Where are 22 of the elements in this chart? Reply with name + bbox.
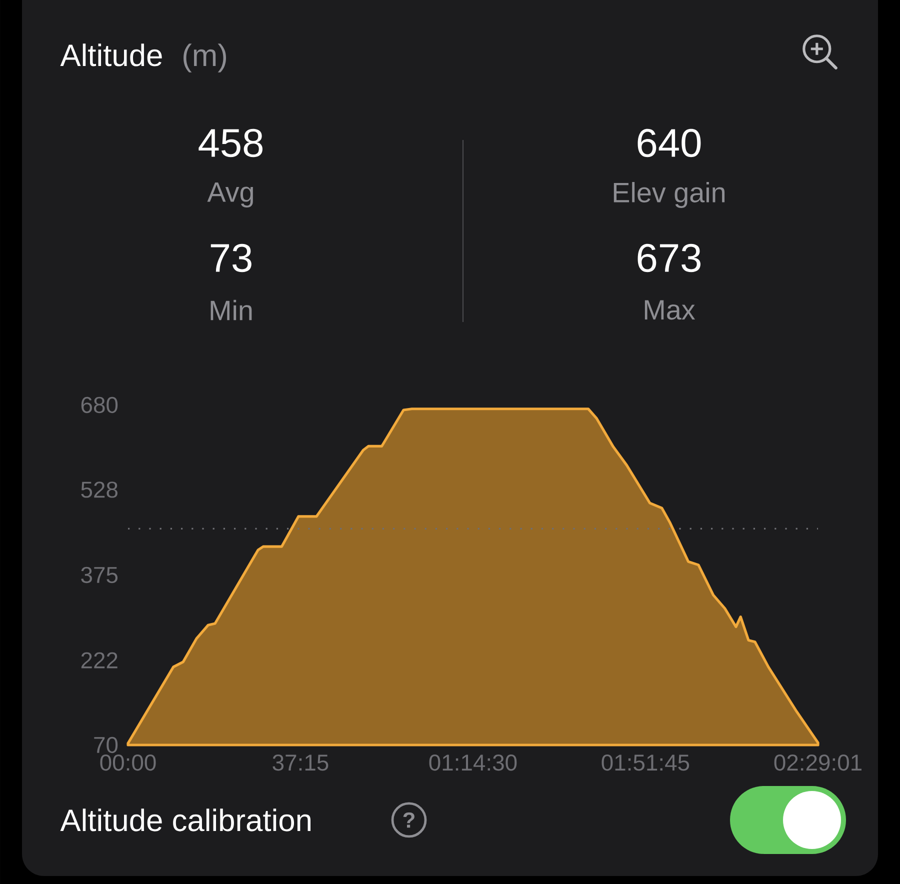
y-tick-label: 222 [81, 652, 118, 668]
text: Min [210, 300, 252, 320]
text: 673 [638, 244, 700, 272]
x-tick-label: 01:51:45 [602, 754, 690, 771]
x-tick-label: 02:29:01 [774, 754, 862, 771]
text: 640 [638, 128, 701, 158]
text: 458 [198, 128, 262, 158]
text: ? [403, 812, 414, 828]
text: Avg [207, 182, 253, 208]
text: Elev gain [614, 182, 725, 208]
x-tick-label: 37:15 [272, 754, 328, 771]
chart-subtitle: (m) [184, 44, 226, 72]
y-tick-label: 680 [81, 396, 118, 414]
text: 73 [210, 244, 252, 272]
x-tick-label: 01:14:30 [429, 754, 517, 771]
x-tick-label: 00:00 [100, 754, 156, 771]
y-tick-label: 375 [81, 566, 118, 584]
y-tick-label: 528 [81, 482, 118, 498]
chart-title: Altitude [60, 44, 162, 66]
text: Max [644, 300, 696, 320]
y-tick-label: 70 [94, 736, 118, 754]
text: Altitude calibration [60, 808, 310, 832]
